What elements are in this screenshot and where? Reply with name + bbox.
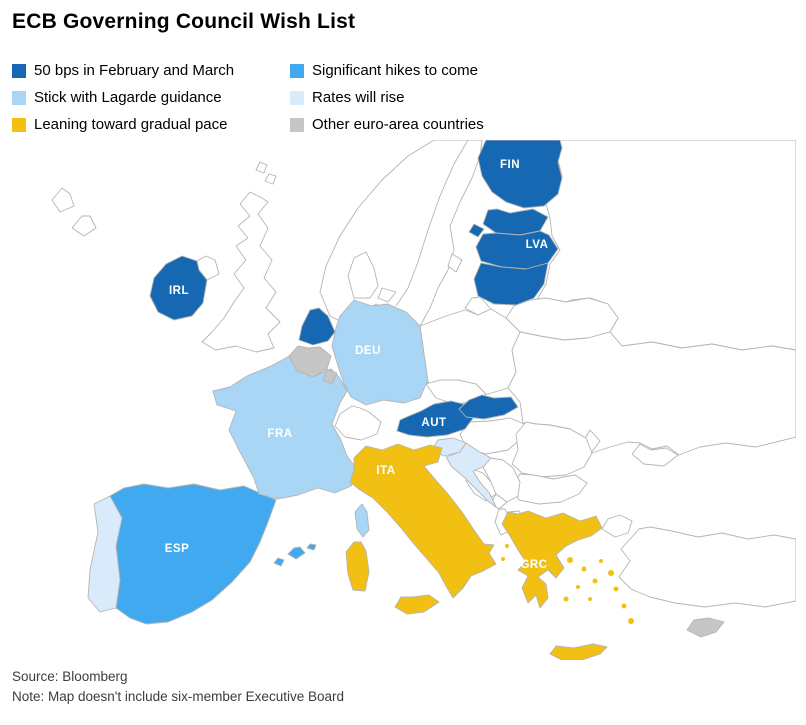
- map-label-fra: FRA: [267, 428, 292, 440]
- island-ionian-2: [501, 557, 505, 561]
- legend-label: Other euro-area countries: [312, 116, 484, 133]
- country-cyprus: [686, 617, 725, 638]
- island-aegean: [599, 559, 603, 563]
- map-label-aut: AUT: [421, 417, 446, 429]
- legend-label: Significant hikes to come: [312, 62, 478, 79]
- map-label-irl: IRL: [169, 285, 189, 297]
- country-turkey-thrace: [601, 514, 633, 538]
- legend-item-50bps: 50 bps in February and March: [12, 62, 290, 80]
- island-ionian-1: [505, 544, 509, 548]
- island-sicily: [394, 594, 440, 615]
- island-corsica: [354, 503, 370, 538]
- note-line: Note: Map doesn't include six-member Exe…: [12, 688, 344, 704]
- country-denmark: [347, 251, 379, 299]
- legend-swatch-dark-blue: [12, 64, 26, 78]
- map-label-grc: GRC: [520, 559, 547, 571]
- island-aegean: [592, 578, 598, 584]
- legend-label: Leaning toward gradual pace: [34, 116, 228, 133]
- footer: Source: Bloomberg Note: Map doesn't incl…: [12, 667, 344, 706]
- legend: 50 bps in February and March Significant…: [12, 62, 484, 134]
- country-slovakia: [458, 394, 519, 420]
- island-sardinia: [345, 541, 370, 592]
- source-line: Source: Bloomberg: [12, 669, 128, 684]
- country-france: [212, 353, 359, 500]
- map-label-deu: DEU: [355, 345, 381, 357]
- island-crete: [549, 643, 608, 660]
- country-greece: [501, 510, 603, 609]
- country-portugal: [87, 495, 123, 613]
- country-great-britain: [201, 191, 281, 353]
- legend-swatch-bright-blue: [290, 64, 304, 78]
- legend-swatch-light-blue: [12, 91, 26, 105]
- country-switzerland: [334, 405, 382, 441]
- country-luxembourg: [322, 368, 338, 385]
- country-lithuania: [473, 262, 549, 306]
- island-aegean: [576, 585, 580, 589]
- legend-item-other-countries: Other euro-area countries: [290, 116, 484, 134]
- map-label-ita: ITA: [376, 465, 395, 477]
- legend-item-rates-will-rise: Rates will rise: [290, 89, 484, 107]
- legend-item-lagarde-guidance: Stick with Lagarde guidance: [12, 89, 290, 107]
- legend-item-gradual-pace: Leaning toward gradual pace: [12, 116, 290, 134]
- country-romania: [511, 421, 593, 478]
- country-spain: [109, 483, 277, 625]
- border-norway-sweden: [395, 140, 469, 307]
- island-saaremaa: [468, 223, 485, 238]
- page-title: ECB Governing Council Wish List: [12, 10, 356, 33]
- country-turkey-anatolia: [618, 526, 796, 608]
- island-northwest-2: [71, 215, 97, 237]
- island-aegean: [563, 596, 569, 602]
- country-germany: [331, 299, 429, 406]
- country-serbia: [482, 457, 521, 503]
- map-label-esp: ESP: [165, 543, 190, 555]
- island-shetland-1: [255, 161, 268, 174]
- country-bulgaria: [511, 473, 588, 505]
- island-shetland-2: [264, 173, 277, 185]
- peninsula-crimea: [631, 443, 679, 467]
- island-gotland: [447, 253, 463, 273]
- legend-label: Rates will rise: [312, 89, 405, 106]
- island-menorca: [306, 543, 317, 551]
- map-label-lva: LVA: [526, 239, 549, 251]
- island-mallorca: [287, 546, 306, 560]
- country-czechia: [425, 379, 487, 405]
- island-aegean: [588, 597, 592, 601]
- country-croatia: [445, 442, 497, 508]
- country-finland: [477, 140, 563, 209]
- island-zealand: [377, 287, 397, 303]
- map-label-fin: FIN: [500, 159, 520, 171]
- island-rhodes: [628, 618, 634, 624]
- legend-swatch-gold: [12, 118, 26, 132]
- europe-choropleth-map: FIN LVA IRL DEU FRA ESP AUT ITA GRC: [51, 140, 796, 660]
- island-ibiza: [273, 557, 285, 567]
- country-netherlands: [298, 307, 336, 346]
- country-hungary: [459, 417, 525, 455]
- country-italy: [349, 443, 497, 599]
- island-aegean: [581, 566, 587, 572]
- country-estonia: [482, 208, 549, 236]
- island-aegean: [567, 557, 573, 563]
- island-northwest-1: [51, 187, 75, 213]
- island-lesbos: [608, 570, 614, 576]
- aegean-islands: [501, 544, 634, 624]
- legend-label: 50 bps in February and March: [34, 62, 235, 79]
- island-chios: [613, 586, 619, 592]
- legend-label: Stick with Lagarde guidance: [34, 89, 222, 106]
- legend-item-significant-hikes: Significant hikes to come: [290, 62, 484, 80]
- country-latvia: [475, 230, 559, 270]
- legend-swatch-gray: [290, 118, 304, 132]
- country-ireland: [149, 255, 208, 321]
- legend-swatch-pale-blue: [290, 91, 304, 105]
- island-samos: [621, 603, 627, 609]
